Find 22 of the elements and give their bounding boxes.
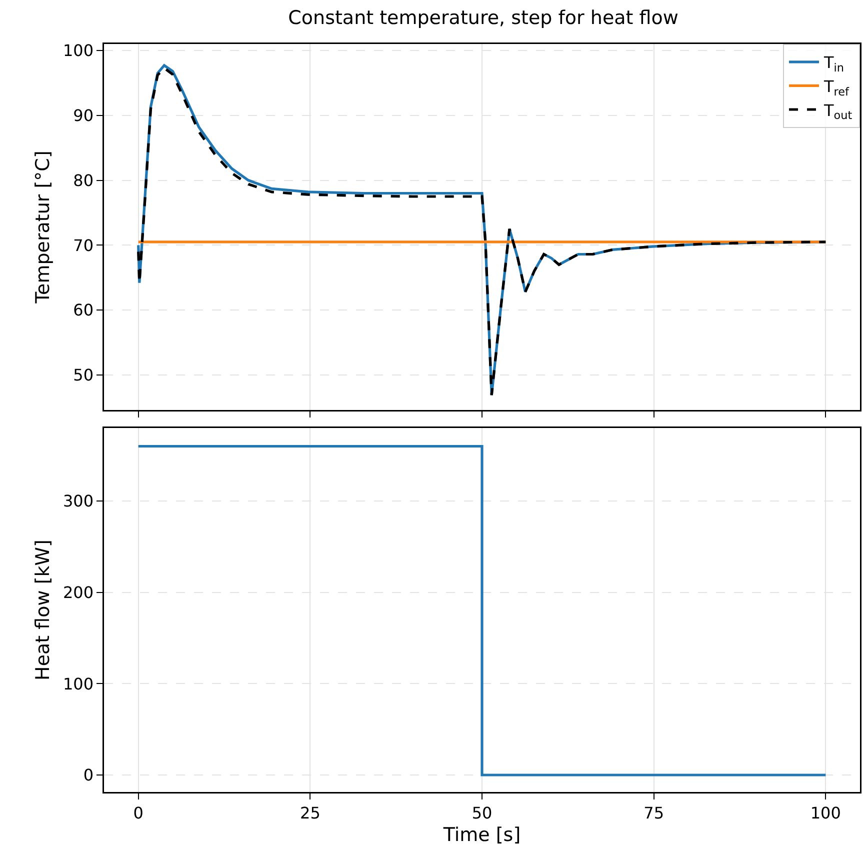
y-tick-label: 70 (73, 236, 94, 255)
x-tick-label: 25 (300, 804, 320, 822)
y-tick-label: 60 (73, 300, 94, 320)
y-tick-label: 0 (83, 766, 94, 785)
y-tick-label: 100 (62, 41, 94, 60)
y-tick-label: 300 (62, 492, 94, 511)
legend-label: T$_{ref}$ (823, 76, 850, 98)
x-tick-label: 0 (133, 804, 144, 822)
y-axis-title: Temperatur [°C] (32, 150, 54, 304)
y-tick-label: 90 (73, 106, 94, 125)
legend-label: T$_{out}$ (823, 100, 853, 122)
y-tick-label: 80 (73, 170, 94, 190)
y-tick-label: 100 (62, 674, 94, 694)
y-axis-title: Heat flow [kW] (32, 540, 54, 680)
y-tick-label: 50 (73, 366, 94, 385)
x-tick-label: 50 (472, 804, 492, 822)
x-tick-label: 75 (644, 804, 664, 822)
legend-label: T$_{in}$ (823, 53, 844, 74)
y-tick-label: 200 (62, 582, 94, 602)
x-tick-label: 100 (810, 804, 841, 822)
chart-title: Constant temperature, step for heat flow (288, 6, 678, 29)
x-axis-title: Time [s] (442, 824, 521, 846)
